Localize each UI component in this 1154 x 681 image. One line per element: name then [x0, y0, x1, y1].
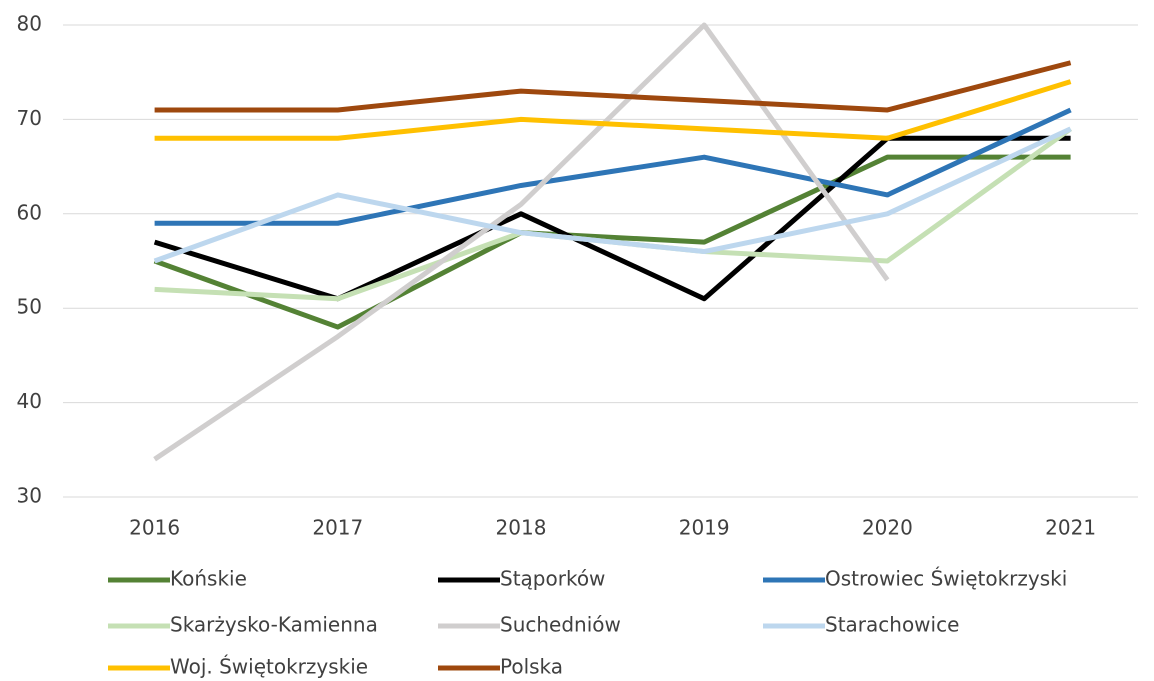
legend-label: Skarżysko-Kamienna [170, 613, 378, 637]
series-line [153, 135, 1071, 302]
legend-label: Stąporków [500, 567, 605, 591]
y-tick-label: 40 [17, 389, 42, 413]
x-tick-label: 2016 [129, 516, 180, 540]
series-line [154, 107, 1072, 226]
y-tick-label: 50 [17, 295, 42, 319]
x-tick-label: 2018 [496, 516, 547, 540]
series-line [153, 22, 890, 462]
legend-label: Suchedniów [500, 613, 621, 637]
y-tick-label: 70 [17, 106, 42, 130]
x-tick-label: 2017 [312, 516, 363, 540]
series-line [153, 154, 1071, 330]
series-line [153, 126, 1072, 264]
legend-label: Ostrowiec Świętokrzyski [825, 567, 1067, 591]
series-line [154, 79, 1072, 141]
series-line [154, 60, 1072, 113]
legend-label: Starachowice [825, 613, 959, 637]
y-tick-label: 80 [17, 12, 42, 36]
y-tick-label: 60 [17, 200, 42, 224]
x-tick-label: 2021 [1045, 516, 1096, 540]
y-tick-label: 30 [17, 484, 42, 508]
x-tick-label: 2020 [862, 516, 913, 540]
legend-label: Woj. Świętokrzyskie [170, 655, 368, 679]
legend-label: Polska [500, 655, 563, 679]
legend-label: Końskie [170, 567, 247, 591]
x-tick-label: 2019 [679, 516, 730, 540]
